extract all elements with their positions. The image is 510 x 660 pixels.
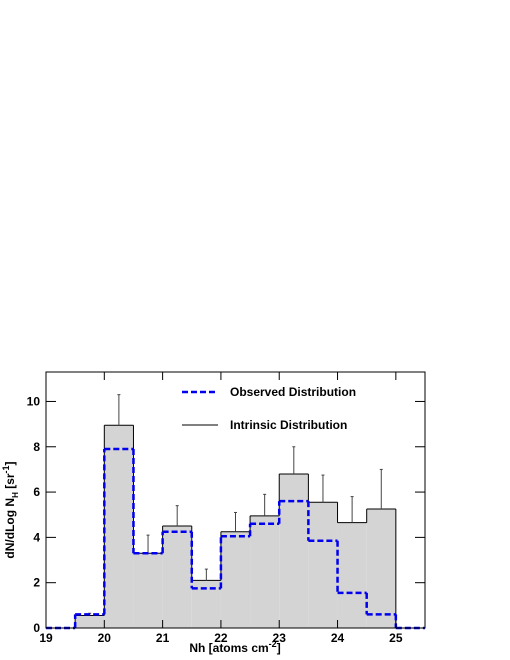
x-tick-label: 25 — [389, 631, 403, 645]
x-tick-label: 19 — [39, 631, 53, 645]
histogram-bar — [104, 425, 134, 628]
y-label-text: dN/dLog N — [3, 498, 17, 559]
y-label-end: ] — [3, 461, 17, 465]
histogram-bar — [337, 522, 367, 628]
y-axis-label: dN/dLog NH [sr-1] — [1, 461, 20, 558]
y-tick-label: 10 — [27, 394, 41, 408]
y-tick-label: 2 — [33, 576, 40, 590]
legend-label: Intrinsic Distribution — [230, 418, 347, 432]
x-label-end: ] — [277, 641, 281, 655]
x-label-sup: -2 — [269, 639, 277, 649]
histogram-bar — [220, 531, 251, 628]
legend-label: Observed Distribution — [230, 385, 356, 399]
histogram-bar — [75, 615, 105, 628]
x-axis-label: Nh [atoms cm-2] — [189, 639, 280, 655]
y-label-sub: H — [11, 492, 20, 498]
histogram-bar — [133, 553, 163, 628]
x-tick-label: 20 — [98, 631, 112, 645]
y-tick-label: 4 — [33, 530, 40, 544]
x-tick-label: 21 — [156, 631, 170, 645]
plot-frame — [45, 371, 426, 629]
x-tick-label: 24 — [331, 631, 345, 645]
histogram-bar — [250, 515, 280, 628]
y-tick-label: 8 — [33, 440, 40, 454]
x-tick-label: 22 — [214, 631, 228, 645]
histogram-bar — [366, 509, 396, 628]
x-tick-label: 23 — [273, 631, 287, 645]
y-tick-label: 6 — [33, 485, 40, 499]
histogram-bar — [162, 526, 192, 628]
y-label-sup: -1 — [1, 465, 11, 473]
y-tick-label: 0 — [33, 621, 40, 635]
histogram-bar — [279, 473, 309, 628]
histogram-bar — [308, 502, 338, 628]
y-label-mid: [sr — [3, 473, 17, 492]
x-label-text: Nh [atoms cm — [189, 641, 268, 655]
